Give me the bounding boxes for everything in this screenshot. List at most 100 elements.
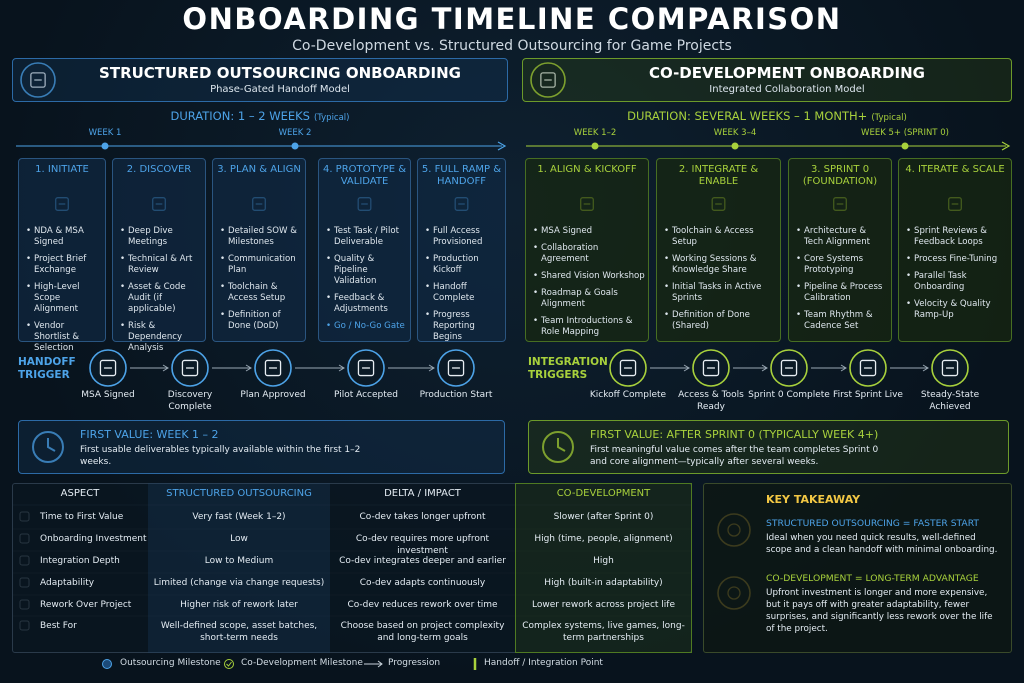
clock-icon bbox=[542, 431, 574, 463]
legend-label: Co-Development Milestone bbox=[241, 658, 363, 668]
takeaway-box bbox=[703, 483, 1012, 653]
phase-item: Parallel Task Onboarding bbox=[906, 271, 1008, 293]
phase-item: Detailed SOW & Milestones bbox=[220, 226, 302, 248]
phase-item: Handoff Complete bbox=[425, 282, 502, 304]
trigger-name: MSA Signed bbox=[81, 390, 135, 400]
table-cell: Limited (change via change requests) bbox=[153, 578, 325, 588]
icon-glyph bbox=[780, 359, 798, 377]
week-dot bbox=[591, 142, 599, 150]
col-highlight-co bbox=[515, 483, 692, 653]
phase-item: Sprint Reviews & Feedback Loops bbox=[906, 226, 1008, 248]
duration: DURATION: 1 – 2 WEEKS (Typical) bbox=[12, 109, 508, 123]
duration: DURATION: SEVERAL WEEKS – 1 MONTH+ (Typic… bbox=[522, 109, 1012, 123]
section-subtitle: Phase-Gated Handoff Model bbox=[210, 84, 350, 95]
phase-title: 3. PLAN & ALIGN bbox=[217, 164, 301, 175]
table-cell: Integration Depth bbox=[40, 556, 120, 566]
phase-title: 1. INITIATE bbox=[35, 164, 89, 175]
trigger-label: INTEGRATION TRIGGERS bbox=[528, 356, 608, 381]
table-cell: High bbox=[593, 556, 614, 566]
phase-title: 4. ITERATE & SCALE bbox=[905, 164, 1005, 175]
phase-item: MSA Signed bbox=[533, 226, 645, 237]
phase-item: Definition of Done (DoD) bbox=[220, 310, 302, 332]
clock-icon bbox=[32, 431, 64, 463]
phase-item: Team Introductions & Role Mapping bbox=[533, 316, 645, 338]
week-label: WEEK 1–2 bbox=[573, 128, 617, 138]
phase-item: Process Fine-Tuning bbox=[906, 254, 1008, 265]
duration-note: (Typical) bbox=[871, 113, 907, 123]
phase-item: Team Rhythm & Cadence Set bbox=[796, 310, 888, 332]
first-value-text: First meaningful value comes after the t… bbox=[590, 445, 879, 467]
phase-item: NDA & MSA Signed bbox=[26, 226, 102, 248]
timeline-arrow bbox=[497, 141, 507, 151]
trigger-label: HANDOFF TRIGGER bbox=[18, 356, 76, 381]
table-header: STRUCTURED OUTSOURCING bbox=[166, 488, 312, 499]
phase-item: Vendor Shortlist & Selection bbox=[26, 321, 102, 354]
trigger-name: Access & Tools Ready bbox=[678, 390, 744, 412]
table-cell: Onboarding Investment bbox=[40, 534, 147, 544]
phase-title: 4. PROTOTYPE & VALIDATE bbox=[322, 164, 407, 187]
phase-title: 5. FULL RAMP & HANDOFF bbox=[421, 164, 502, 187]
duration-note: (Typical) bbox=[313, 113, 350, 123]
table-cell: High (built-in adaptability) bbox=[544, 578, 663, 588]
phase-item: Risk & Dependency Analysis bbox=[120, 321, 202, 354]
first-value-text: First usable deliverables typically avai… bbox=[80, 445, 361, 467]
table-cell: Co-dev adapts continuously bbox=[359, 578, 486, 588]
table-cell: Time to First Value bbox=[40, 512, 124, 522]
week-dot bbox=[291, 142, 299, 150]
progression-arrowhead bbox=[245, 364, 252, 372]
icon-glyph bbox=[30, 72, 46, 88]
phase-item: Initial Tasks in Active Sprints bbox=[664, 282, 777, 304]
phase-item: Quality & Pipeline Validation bbox=[326, 254, 407, 287]
phase-item: Velocity & Quality Ramp-Up bbox=[906, 299, 1008, 321]
phase-item: Go / No-Go Gate bbox=[326, 321, 407, 332]
phase-item: Pipeline & Process Calibration bbox=[796, 282, 888, 304]
phase-title: 1. ALIGN & KICKOFF bbox=[537, 164, 637, 175]
first-value-box bbox=[528, 420, 1009, 474]
trigger-name: Kickoff Complete bbox=[589, 390, 667, 400]
icon-glyph bbox=[357, 359, 375, 377]
legend-label: Handoff / Integration Point bbox=[484, 658, 603, 668]
phase-item: Toolchain & Access Setup bbox=[220, 282, 302, 304]
phase-items: Sprint Reviews & Feedback Loops Process F… bbox=[906, 226, 1008, 327]
icon-glyph bbox=[181, 359, 199, 377]
table-cell: Co-dev reduces rework over time bbox=[347, 600, 498, 610]
table-cell: Co-dev requires more upfront investment bbox=[355, 534, 490, 556]
clock-hands bbox=[557, 438, 566, 452]
week-label: WEEK 5+ (SPRINT 0) bbox=[861, 128, 949, 138]
legend-marker bbox=[226, 661, 232, 667]
table-cell: Co-dev takes longer upfront bbox=[359, 512, 486, 522]
progression-arrowhead bbox=[338, 364, 345, 372]
trigger-name: First Sprint Live bbox=[833, 390, 903, 400]
week-dot bbox=[901, 142, 909, 150]
takeaway-title: KEY TAKEAWAY bbox=[766, 493, 861, 506]
table-cell: Slower (after Sprint 0) bbox=[553, 512, 654, 522]
phase-item: Toolchain & Access Setup bbox=[664, 226, 777, 248]
subtitle: Co-Development vs. Structured Outsourcin… bbox=[292, 38, 732, 54]
first-value-title: FIRST VALUE: WEEK 1 – 2 bbox=[80, 428, 219, 441]
title: ONBOARDING TIMELINE COMPARISON bbox=[182, 2, 842, 36]
phase-item: Roadmap & Goals Alignment bbox=[533, 288, 645, 310]
section-title: STRUCTURED OUTSOURCING ONBOARDING bbox=[99, 64, 461, 82]
table-cell: Lower rework across project life bbox=[531, 600, 675, 610]
legend-label: Progression bbox=[388, 658, 441, 668]
icon-glyph bbox=[447, 359, 465, 377]
table-cell: Low to Medium bbox=[204, 556, 274, 566]
phase-item: Definition of Done (Shared) bbox=[664, 310, 777, 332]
phase-item: Shared Vision Workshop bbox=[533, 271, 645, 282]
phase-item: Project Brief Exchange bbox=[26, 254, 102, 276]
phase-item: Core Systems Prototyping bbox=[796, 254, 888, 276]
phase-items: Full Access Provisioned Production Kickof… bbox=[425, 226, 502, 349]
table-cell: Complex systems, live games, long-term p… bbox=[522, 621, 685, 643]
phase-title: 2. INTEGRATE & ENABLE bbox=[678, 164, 759, 187]
phase-item: Test Task / Pilot Deliverable bbox=[326, 226, 407, 248]
progression-arrowhead bbox=[922, 364, 929, 372]
week-dot bbox=[101, 142, 109, 150]
table-cell: Very fast (Week 1–2) bbox=[192, 512, 286, 522]
table-header: ASPECT bbox=[60, 488, 100, 499]
table-cell: Choose based on project complexity and l… bbox=[340, 621, 505, 643]
table-cell: Rework Over Project bbox=[40, 600, 132, 610]
clock-hands bbox=[47, 438, 56, 452]
